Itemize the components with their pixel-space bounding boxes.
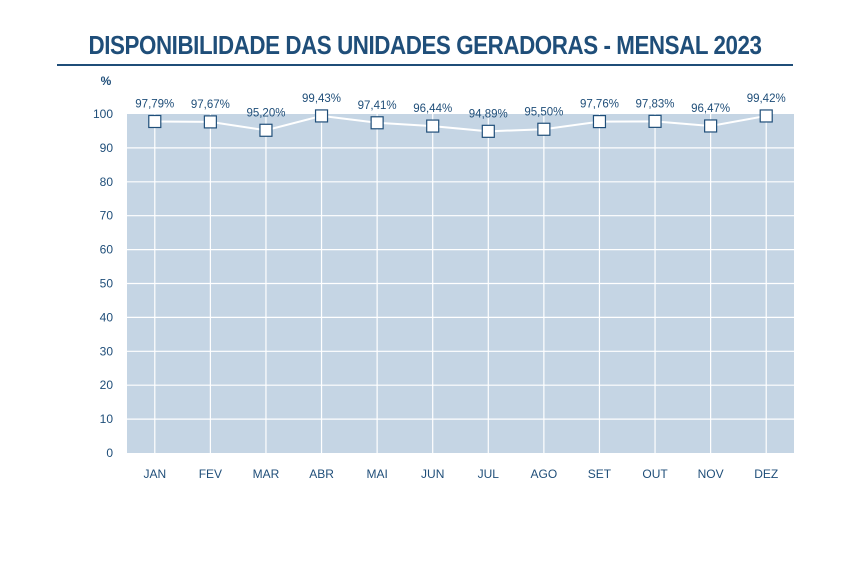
data-label: 95,20%: [246, 107, 285, 119]
y-tick-label: 90: [100, 141, 114, 155]
y-tick-label: 50: [100, 277, 114, 291]
data-point-marker: [759, 109, 773, 123]
chart-title: DISPONIBILIDADE DAS UNIDADES GERADORAS -…: [88, 30, 762, 60]
data-point-marker: [259, 123, 273, 137]
y-tick-label: 0: [106, 446, 113, 460]
data-point-marker: [426, 119, 440, 133]
data-label: 96,44%: [413, 103, 452, 115]
data-label: 97,41%: [358, 100, 397, 112]
x-tick-label: MAR: [253, 467, 280, 481]
data-point-marker: [148, 114, 162, 129]
x-tick-label: SET: [588, 467, 612, 481]
data-point-marker: [648, 114, 662, 128]
y-tick-label: 30: [100, 344, 114, 358]
series-line: [154, 114, 767, 133]
x-tick-label: MAI: [366, 467, 387, 481]
y-tick-label: 60: [100, 243, 114, 257]
x-tick-label: JUL: [478, 467, 500, 481]
y-tick-label: 100: [93, 107, 113, 121]
title-underline: [57, 64, 793, 66]
data-point-marker: [537, 122, 551, 136]
y-axis-unit-label: %: [101, 74, 112, 88]
y-tick-label: 40: [100, 310, 114, 324]
data-point-marker: [592, 114, 607, 129]
data-label: 99,42%: [747, 93, 786, 105]
data-label: 97,67%: [191, 99, 230, 111]
x-tick-label: DEZ: [754, 467, 778, 481]
y-tick-label: 20: [100, 378, 114, 392]
x-tick-label: AGO: [531, 467, 558, 481]
x-tick-label: JAN: [143, 467, 166, 481]
data-label: 97,79%: [135, 98, 174, 110]
data-point-marker: [370, 116, 384, 130]
data-label: 97,83%: [636, 98, 675, 110]
x-tick-label: ABR: [309, 467, 334, 481]
x-tick-label: FEV: [199, 467, 222, 481]
data-label: 97,76%: [580, 99, 619, 111]
y-tick-label: 10: [100, 412, 114, 426]
y-tick-label: 70: [100, 209, 114, 223]
x-tick-label: OUT: [642, 467, 668, 481]
data-point-marker: [203, 115, 217, 129]
x-tick-label: NOV: [698, 467, 724, 481]
data-label: 95,50%: [524, 106, 563, 118]
data-point-marker: [704, 119, 718, 133]
data-label: 99,43%: [302, 93, 341, 105]
data-point-marker: [314, 109, 329, 123]
y-tick-label: 80: [100, 175, 114, 189]
x-tick-label: JUN: [421, 467, 444, 481]
data-label: 94,89%: [469, 108, 508, 120]
data-point-marker: [481, 124, 495, 138]
data-label: 96,47%: [691, 103, 730, 115]
